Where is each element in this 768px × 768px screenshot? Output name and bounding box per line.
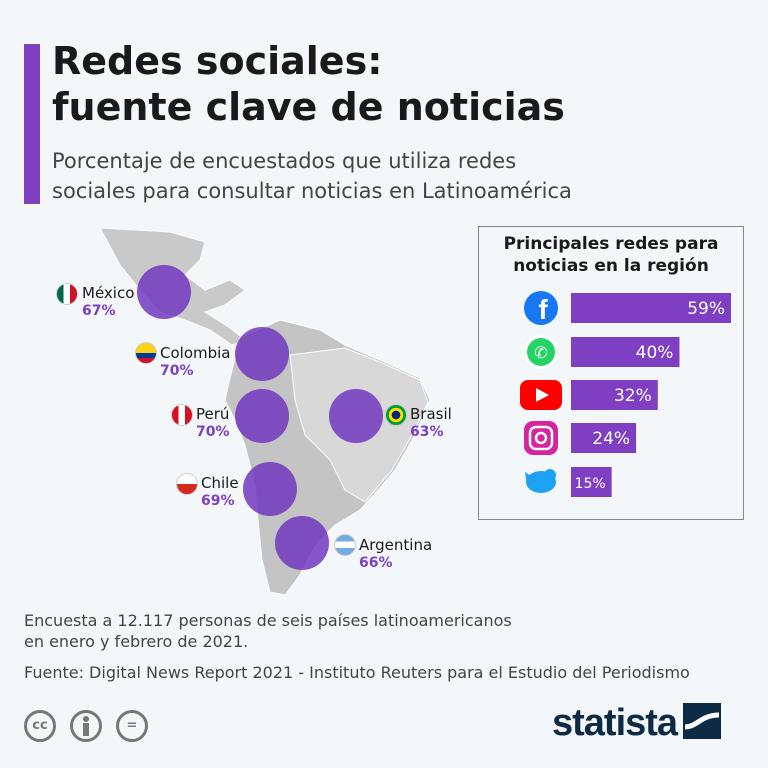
title-line-1: Redes sociales: xyxy=(52,39,383,83)
colombia-flag-icon xyxy=(135,342,157,364)
subtitle: Porcentaje de encuestados que utiliza re… xyxy=(52,146,572,206)
svg-text:✆: ✆ xyxy=(534,343,547,362)
mexico-flag-icon xyxy=(56,283,78,305)
attribution-icon[interactable] xyxy=(70,710,102,742)
bar-label: 32% xyxy=(614,386,652,406)
statista-mark-icon xyxy=(683,703,722,739)
label-colombia: Colombia 70% xyxy=(160,345,231,380)
country-value: 69% xyxy=(201,493,235,509)
youtube-icon xyxy=(520,380,562,410)
chart-title-line-2: noticias en la región xyxy=(513,256,709,276)
chile-flag-icon xyxy=(176,473,198,495)
latin-america-map xyxy=(99,227,431,596)
country-circle-4 xyxy=(243,462,297,516)
title-line-2: fuente clave de noticias xyxy=(52,85,565,129)
bar-youtube xyxy=(571,380,658,410)
bar-twitter xyxy=(571,467,612,497)
label-argentina: Argentina 66% xyxy=(359,537,432,572)
label-chile: Chile 69% xyxy=(201,475,239,510)
twitter-icon xyxy=(525,469,556,493)
bar-chart: f ✆ 59% 40% 32% 24% 15% xyxy=(520,291,731,497)
bar-label: 40% xyxy=(636,343,674,363)
subtitle-line-2: sociales para consultar noticias en Lati… xyxy=(52,179,572,203)
page-title: Redes sociales: fuente clave de noticias xyxy=(52,38,565,130)
brazil-flag-icon xyxy=(385,404,407,426)
chart-title-line-1: Principales redes para xyxy=(503,234,719,254)
country-name: Brasil xyxy=(410,405,452,423)
no-derivatives-icon[interactable]: = xyxy=(116,710,148,742)
survey-note: Encuesta a 12.117 personas de seis paíse… xyxy=(24,610,512,652)
label-mexico: México 67% xyxy=(82,285,134,320)
country-name: Perú xyxy=(196,405,230,423)
country-value: 70% xyxy=(196,424,230,440)
country-circle-5 xyxy=(275,516,329,570)
whatsapp-icon: ✆ xyxy=(524,335,558,369)
country-name: Colombia xyxy=(160,344,231,362)
country-circle-2 xyxy=(235,389,289,443)
country-circle-3 xyxy=(329,389,383,443)
cc-license-icon[interactable]: cc xyxy=(24,710,56,742)
bar-label: 24% xyxy=(592,429,630,449)
label-brasil: Brasil 63% xyxy=(410,406,452,441)
bar-label: 59% xyxy=(687,299,725,319)
country-name: Chile xyxy=(201,474,239,492)
country-name: México xyxy=(82,284,135,302)
bar-facebook xyxy=(571,293,731,323)
statista-logo[interactable]: statista xyxy=(552,702,722,745)
label-peru: Perú 70% xyxy=(196,406,230,441)
country-circle-1 xyxy=(235,327,289,381)
country-name: Argentina xyxy=(359,536,433,554)
note-line-1: Encuesta a 12.117 personas de seis paíse… xyxy=(24,611,512,630)
country-circle-0 xyxy=(137,265,191,319)
country-value: 70% xyxy=(160,363,194,379)
facebook-icon: f xyxy=(524,291,558,325)
accent-bar xyxy=(24,44,40,204)
country-value: 67% xyxy=(82,303,116,319)
bar-whatsapp xyxy=(571,337,680,367)
country-value: 63% xyxy=(410,424,444,440)
source-note: Fuente: Digital News Report 2021 - Insti… xyxy=(24,663,690,682)
instagram-icon xyxy=(524,421,558,455)
chart-title: Principales redes para noticias en la reg… xyxy=(479,233,743,277)
subtitle-line-1: Porcentaje de encuestados que utiliza re… xyxy=(52,149,517,173)
peru-flag-icon xyxy=(171,404,193,426)
bar-instagram xyxy=(571,423,637,453)
note-line-2: en enero y febrero de 2021. xyxy=(24,632,249,651)
argentina-flag-icon xyxy=(334,534,356,556)
social-networks-panel: Principales redes para noticias en la reg… xyxy=(478,226,744,520)
svg-text:f: f xyxy=(538,294,548,325)
country-value: 66% xyxy=(359,555,393,571)
bar-label: 15% xyxy=(575,476,606,492)
person-icon xyxy=(83,716,89,736)
brand-name: statista xyxy=(552,702,678,744)
